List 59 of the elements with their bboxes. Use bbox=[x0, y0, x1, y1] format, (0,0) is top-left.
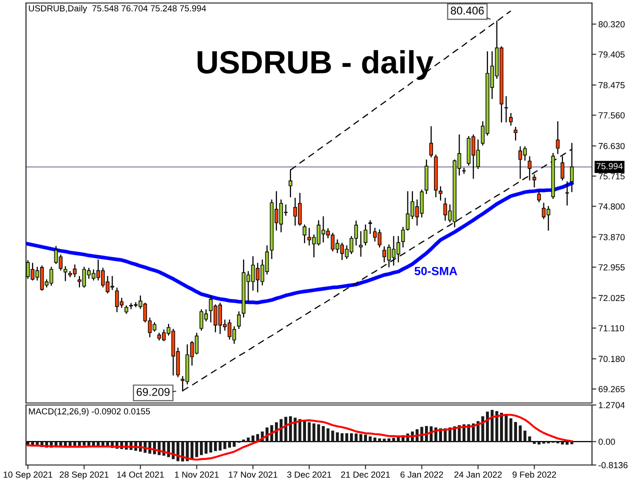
candlestick bbox=[565, 181, 569, 206]
y-tick-label: 73.870 bbox=[598, 234, 625, 240]
line-series bbox=[26, 181, 574, 304]
candlestick bbox=[537, 191, 541, 202]
x-tick-label: 28 Sep 2021 bbox=[60, 471, 109, 480]
candlestick bbox=[429, 126, 434, 158]
x-tick-label: 17 Nov 2021 bbox=[228, 471, 278, 478]
y-tick-label: 69.265 bbox=[598, 386, 625, 392]
y-tick-label: 80.320 bbox=[598, 21, 625, 28]
candlestick bbox=[556, 121, 560, 154]
x-tick-label: 21 Dec 2021 bbox=[341, 471, 390, 478]
ref-line-label: 75.994 bbox=[596, 163, 623, 170]
annotation: 80.406 bbox=[450, 6, 484, 15]
y-tick-label: 74.800 bbox=[598, 203, 625, 210]
bar bbox=[382, 438, 386, 442]
y-tick-label: 71.110 bbox=[598, 325, 624, 332]
annotation: USDRUB,Daily 75.548 76.704 75.248 75.994 bbox=[28, 5, 206, 14]
candlestick bbox=[504, 96, 508, 122]
candlestick bbox=[528, 156, 532, 180]
candlestick bbox=[406, 191, 410, 231]
x-tick-label: 24 Jan 2022 bbox=[454, 471, 502, 478]
x-tick-label: 10 Sep 2021 bbox=[4, 471, 52, 480]
y-tick-label: 72.955 bbox=[598, 264, 625, 270]
candlestick bbox=[49, 266, 54, 286]
candlestick bbox=[509, 113, 513, 126]
x-tick-label: 1 Nov 2021 bbox=[174, 471, 219, 478]
y-tick-label: 79.405 bbox=[598, 51, 625, 58]
candlestick bbox=[514, 126, 518, 141]
bar bbox=[73, 442, 76, 446]
y-tick-label: 75.715 bbox=[598, 173, 625, 180]
candlestick bbox=[364, 224, 368, 246]
annotation: 69.209 bbox=[136, 388, 170, 396]
text: USDRUB - daily bbox=[198, 50, 434, 80]
candlestick bbox=[396, 236, 400, 262]
candlestick bbox=[462, 168, 466, 174]
candlestick bbox=[438, 186, 442, 201]
y-tick-label: -0.8136 bbox=[598, 462, 628, 468]
chart-title: MACD(12,26,9) -0.0902 0.0155 bbox=[28, 408, 150, 416]
candlestick bbox=[302, 224, 306, 244]
y-tick-label: 76.630 bbox=[598, 142, 625, 150]
candlestick bbox=[368, 220, 372, 234]
series-label: 50-SMA bbox=[414, 266, 458, 276]
y-tick-label: 0.00 bbox=[598, 438, 615, 445]
x-tick-label: 3 Dec 2021 bbox=[287, 471, 332, 478]
candlestick bbox=[542, 202, 546, 220]
candlestick bbox=[293, 198, 298, 226]
y-tick-label: 70.180 bbox=[598, 356, 625, 362]
candlestick bbox=[237, 311, 241, 329]
y-tick-label: 78.475 bbox=[598, 82, 625, 88]
x-tick-label: 6 Jan 2022 bbox=[400, 471, 443, 478]
candlestick bbox=[64, 266, 68, 282]
y-tick-label: 72.025 bbox=[598, 294, 625, 302]
candlestick bbox=[560, 156, 564, 180]
bar bbox=[232, 442, 236, 447]
y-tick-label: 77.560 bbox=[598, 112, 625, 118]
x-tick-label: 14 Oct 2021 bbox=[117, 471, 164, 478]
y-tick-label: 1.2704 bbox=[598, 402, 625, 408]
candlestick bbox=[401, 226, 405, 248]
x-tick-label: 9 Feb 2022 bbox=[512, 471, 556, 478]
